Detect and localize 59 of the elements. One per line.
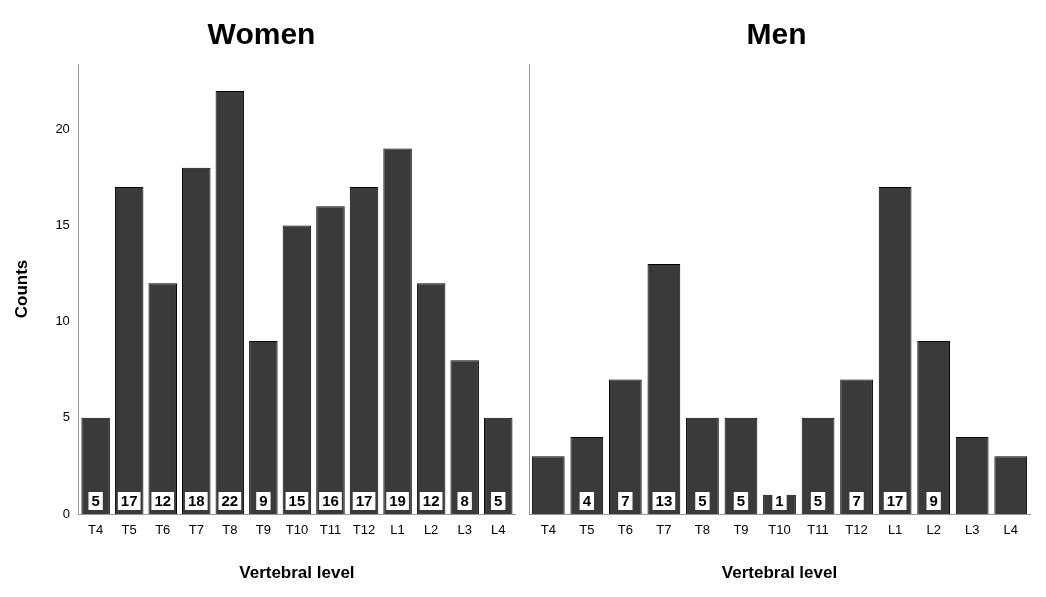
- x-tick-label: T9: [255, 522, 271, 538]
- x-tick-label: L4: [1003, 522, 1018, 538]
- x-axis-title: Vertebral level: [721, 563, 838, 583]
- y-tick-label: 20: [55, 120, 70, 136]
- x-tick-label: T4: [88, 522, 104, 538]
- data-label: 7: [852, 491, 861, 509]
- data-label: 9: [929, 491, 938, 509]
- data-label: 8: [460, 491, 469, 509]
- x-tick-label: L1: [390, 522, 405, 538]
- data-label: 5: [813, 491, 823, 509]
- y-tick-label: 0: [62, 505, 70, 521]
- x-tick-label: L4: [490, 522, 506, 538]
- y-tick-label: 5: [62, 409, 70, 425]
- x-tick-label: T9: [733, 522, 749, 538]
- x-tick-label: L1: [887, 522, 903, 538]
- x-tick-label: L3: [457, 522, 472, 538]
- data-label: 19: [389, 491, 406, 509]
- data-label: 5: [698, 491, 707, 509]
- data-label: 17: [355, 491, 373, 509]
- data-label: 18: [187, 491, 205, 509]
- data-label: 16: [322, 491, 339, 509]
- x-axis-title: Vertebral level: [239, 563, 355, 583]
- x-tick-label: T11: [319, 522, 342, 538]
- data-label: 5: [91, 491, 100, 509]
- x-tick-label: T8: [694, 522, 711, 538]
- x-tick-label: T6: [617, 522, 633, 538]
- data-label: 7: [621, 491, 630, 509]
- data-label: 17: [886, 491, 904, 509]
- data-label: 1: [775, 491, 784, 509]
- data-label: 12: [154, 491, 172, 509]
- x-tick-label: T7: [656, 522, 672, 538]
- chart-title: Women: [207, 17, 316, 51]
- chart-title: Men: [746, 17, 807, 51]
- data-label: 5: [494, 491, 503, 509]
- data-label: 13: [655, 491, 673, 509]
- data-label: 12: [422, 491, 440, 509]
- x-tick-label: T11: [807, 522, 829, 538]
- x-tick-label: T6: [155, 522, 171, 538]
- x-tick-label: L3: [964, 522, 980, 538]
- x-tick-label: T5: [579, 522, 595, 538]
- x-tick-label: L2: [926, 522, 941, 538]
- x-tick-label: T4: [540, 522, 556, 538]
- x-tick-label: T12: [352, 522, 376, 538]
- x-tick-label: T12: [845, 522, 868, 538]
- data-label: 17: [120, 491, 138, 509]
- x-tick-label: T10: [768, 522, 791, 538]
- y-tick-label: 15: [55, 217, 70, 233]
- y-tick-label: 10: [55, 313, 70, 329]
- x-tick-label: T8: [222, 522, 238, 538]
- data-label: 4: [582, 491, 592, 509]
- y-axis-title: Counts: [11, 259, 31, 319]
- data-label: 9: [259, 491, 268, 509]
- x-tick-label: T7: [188, 522, 204, 538]
- data-label: 22: [221, 491, 239, 509]
- x-tick-label: T10: [285, 522, 309, 538]
- data-label: 15: [288, 491, 306, 509]
- data-label: 5: [736, 491, 746, 509]
- x-tick-label: L2: [423, 522, 439, 538]
- x-tick-label: T5: [121, 522, 137, 538]
